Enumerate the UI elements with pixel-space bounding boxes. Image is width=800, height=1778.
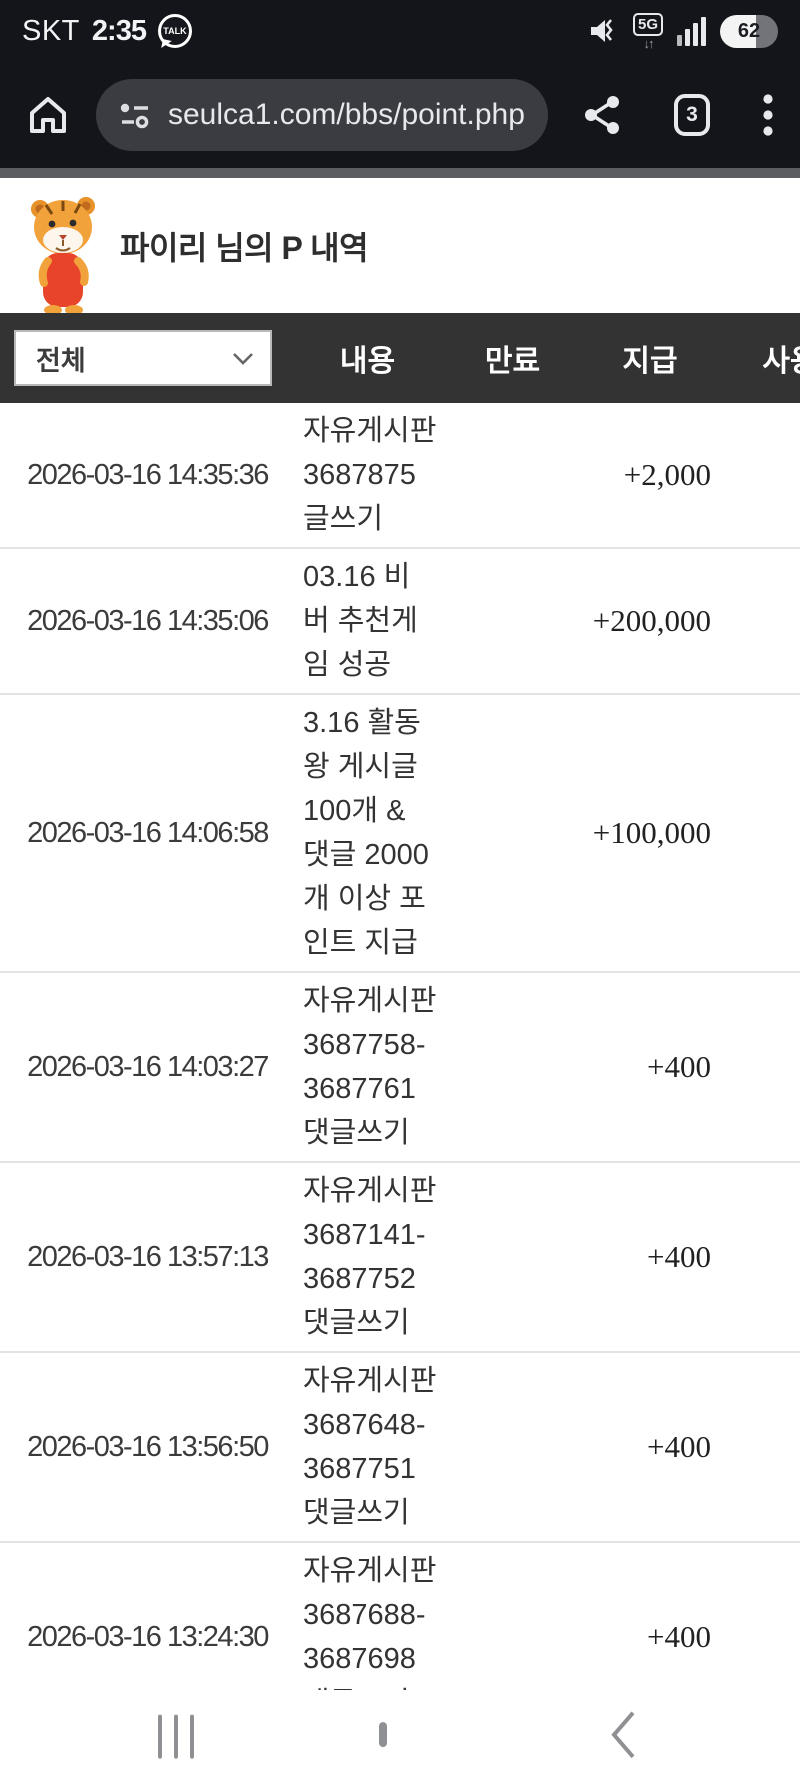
signal-strength-icon <box>677 16 706 46</box>
table-row: 2026-03-16 13:57:13 자유게시판 3687141- 36877… <box>0 1163 800 1353</box>
mute-vibrate-icon <box>587 15 619 47</box>
row-datetime: 2026-03-16 14:03:27 <box>27 1050 269 1083</box>
back-chevron-icon <box>611 1711 635 1759</box>
table-header: 전체 내용 만료 지급 사용 <box>0 313 800 403</box>
tab-switcher-button[interactable]: 3 <box>674 94 710 136</box>
recents-button[interactable] <box>158 1714 194 1759</box>
carrier-label: SKT <box>22 14 80 47</box>
row-datetime: 2026-03-16 13:56:50 <box>27 1430 269 1463</box>
row-datetime: 2026-03-16 13:57:13 <box>27 1240 269 1273</box>
row-paid-amount: +400 <box>647 1429 711 1464</box>
row-content: 03.16 비 버 추천게 임 성공 <box>303 561 418 681</box>
status-time: 2:35 <box>91 14 147 47</box>
site-settings-icon[interactable] <box>118 100 152 130</box>
row-datetime: 2026-03-16 13:24:30 <box>27 1620 269 1653</box>
row-content: 자유게시판 3687875 글쓰기 <box>303 415 437 535</box>
column-header-expire: 만료 <box>484 345 541 378</box>
row-datetime: 2026-03-16 14:35:06 <box>27 604 269 637</box>
table-row: 2026-03-16 14:03:27 자유게시판 3687758- 36877… <box>0 973 800 1163</box>
row-datetime: 2026-03-16 14:06:58 <box>27 816 269 849</box>
chevron-down-icon <box>233 352 253 365</box>
column-header-used: 사용 <box>762 345 800 378</box>
home-button[interactable] <box>26 93 70 137</box>
row-content: 자유게시판 3687688- 3687698 댓글쓰기 <box>303 1555 437 1690</box>
table-row: 2026-03-16 14:35:06 03.16 비 버 추천게 임 성공 +… <box>0 549 800 695</box>
table-row: 2026-03-16 14:35:36 자유게시판 3687875 글쓰기 +2… <box>0 403 800 549</box>
filter-selected-value: 전체 <box>36 345 86 376</box>
home-nav-button[interactable] <box>379 1722 387 1748</box>
row-content: 자유게시판 3687141- 3687752 댓글쓰기 <box>303 1175 437 1339</box>
home-nav-icon <box>379 1722 387 1748</box>
5g-network-icon: 5G ↓↑ <box>632 12 663 50</box>
row-content: 3.16 활동 왕 게시글 100개 & 댓글 2000 개 이상 포 인트 지… <box>303 707 429 959</box>
table-body: 2026-03-16 14:35:36 자유게시판 3687875 글쓰기 +2… <box>0 403 800 1690</box>
recents-icon <box>158 1714 194 1759</box>
android-nav-bar <box>0 1690 800 1778</box>
row-paid-amount: +200,000 <box>592 603 711 638</box>
filter-dropdown[interactable]: 전체 <box>14 330 272 386</box>
row-paid-amount: +100,000 <box>592 815 711 850</box>
row-content: 자유게시판 3687648- 3687751 댓글쓰기 <box>303 1365 437 1529</box>
column-header-content: 내용 <box>339 345 396 378</box>
table-row: 2026-03-16 13:24:30 자유게시판 3687688- 36876… <box>0 1543 800 1690</box>
url-bar[interactable]: seulca1.com/bbs/point.php <box>96 79 548 151</box>
table-row: 2026-03-16 14:06:58 3.16 활동 왕 게시글 100개 &… <box>0 695 800 973</box>
tiger-mascot-image <box>31 196 95 315</box>
kakaotalk-notification-icon: TALK <box>157 14 192 48</box>
row-datetime: 2026-03-16 14:35:36 <box>27 458 269 491</box>
row-paid-amount: +400 <box>647 1619 711 1654</box>
table-row: 2026-03-16 13:56:50 자유게시판 3687648- 36877… <box>0 1353 800 1543</box>
chrome-page-divider <box>0 168 800 178</box>
row-paid-amount: +400 <box>647 1239 711 1274</box>
row-content: 자유게시판 3687758- 3687761 댓글쓰기 <box>303 985 437 1149</box>
back-button[interactable] <box>610 1710 636 1765</box>
row-paid-amount: +2,000 <box>623 457 711 492</box>
share-icon[interactable] <box>582 94 622 136</box>
browser-toolbar: seulca1.com/bbs/point.php 3 <box>0 62 800 168</box>
page-title: 파이리 님의 P 내역 <box>120 229 369 266</box>
status-bar: SKT 2:35 TALK 5G ↓↑ 62 <box>0 0 800 62</box>
page-header: 파이리 님의 P 내역 <box>0 178 800 315</box>
url-text[interactable]: seulca1.com/bbs/point.php <box>168 98 525 131</box>
row-paid-amount: +400 <box>647 1049 711 1084</box>
menu-kebab-icon[interactable] <box>762 92 774 138</box>
battery-indicator: 62 <box>720 14 778 48</box>
column-header-paid: 지급 <box>622 345 678 378</box>
